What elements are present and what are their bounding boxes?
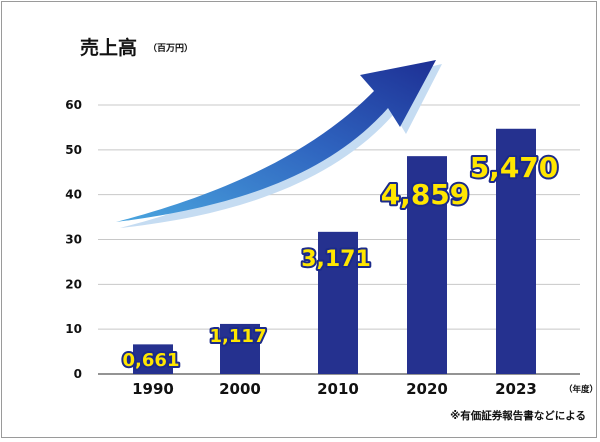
y-tick-label: 60 bbox=[65, 98, 82, 112]
x-tick-label: 2010 bbox=[317, 380, 359, 398]
x-tick-label: 2000 bbox=[219, 380, 261, 398]
x-unit-label: （年度） bbox=[564, 384, 598, 395]
x-tick-label: 2023 bbox=[495, 380, 537, 398]
chart-title: 売上高 bbox=[80, 37, 138, 59]
source-note: ※有価証券報告書などによる bbox=[450, 410, 586, 422]
data-label-2000: 1,117 bbox=[210, 326, 267, 347]
data-label-1990: 0,661 bbox=[123, 350, 180, 371]
x-tick-label: 2020 bbox=[406, 380, 448, 398]
trend-arrow-body bbox=[116, 60, 436, 222]
bar-2010 bbox=[318, 231, 358, 374]
data-label-2010: 3,171 bbox=[301, 247, 371, 272]
y-tick-label: 40 bbox=[65, 188, 82, 202]
trend-arrow bbox=[116, 60, 442, 228]
y-tick-label: 0 bbox=[74, 367, 82, 381]
y-tick-label: 30 bbox=[65, 233, 82, 247]
y-tick-label: 50 bbox=[65, 143, 82, 157]
bar-2000 bbox=[220, 323, 260, 374]
bar-2023 bbox=[496, 128, 536, 374]
x-tick-label: 1990 bbox=[132, 380, 174, 398]
bar-1990 bbox=[133, 344, 173, 374]
y-tick-label: 10 bbox=[65, 322, 82, 336]
y-tick-label: 20 bbox=[65, 277, 82, 291]
data-label-2023: 5,470 bbox=[470, 151, 559, 184]
data-label-2020: 4,859 bbox=[381, 178, 470, 211]
bar-2020 bbox=[407, 156, 447, 374]
unit-label: （百万円） bbox=[148, 44, 194, 54]
